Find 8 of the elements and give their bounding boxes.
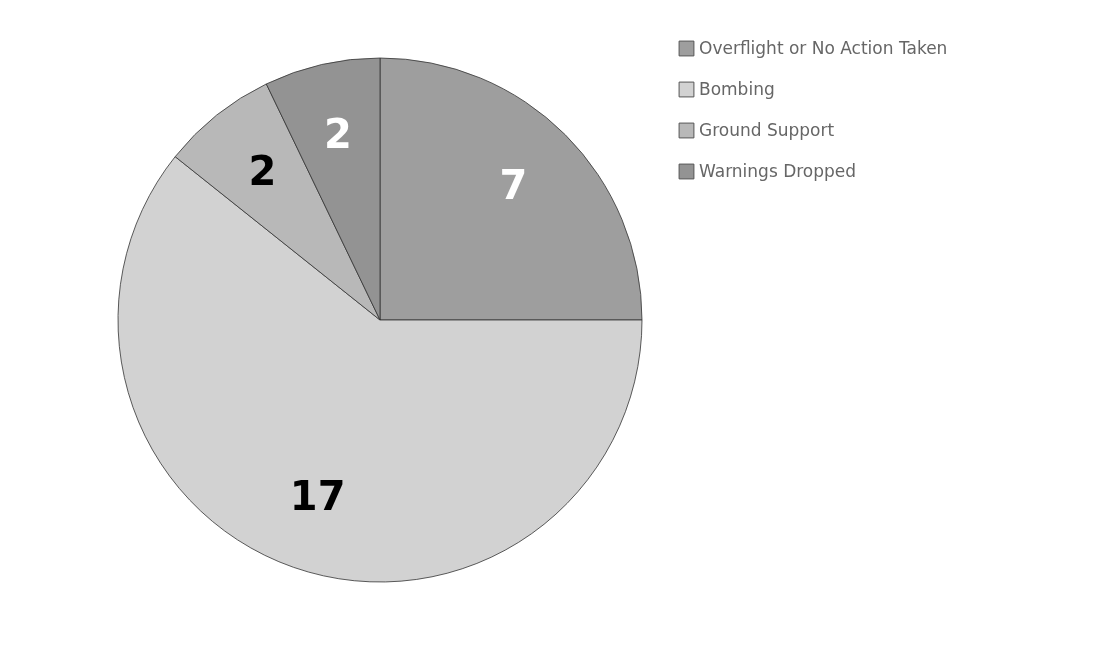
data-label: 17 [289,473,346,520]
legend-label: Overflight or No Action Taken [699,37,948,58]
legend-label: Bombing [699,78,775,99]
data-label: 7 [499,161,528,208]
data-label: 2 [248,147,277,194]
legend-label: Warnings Dropped [699,160,857,181]
data-label: 2 [324,111,352,158]
legend-label: Ground Support [699,119,835,140]
